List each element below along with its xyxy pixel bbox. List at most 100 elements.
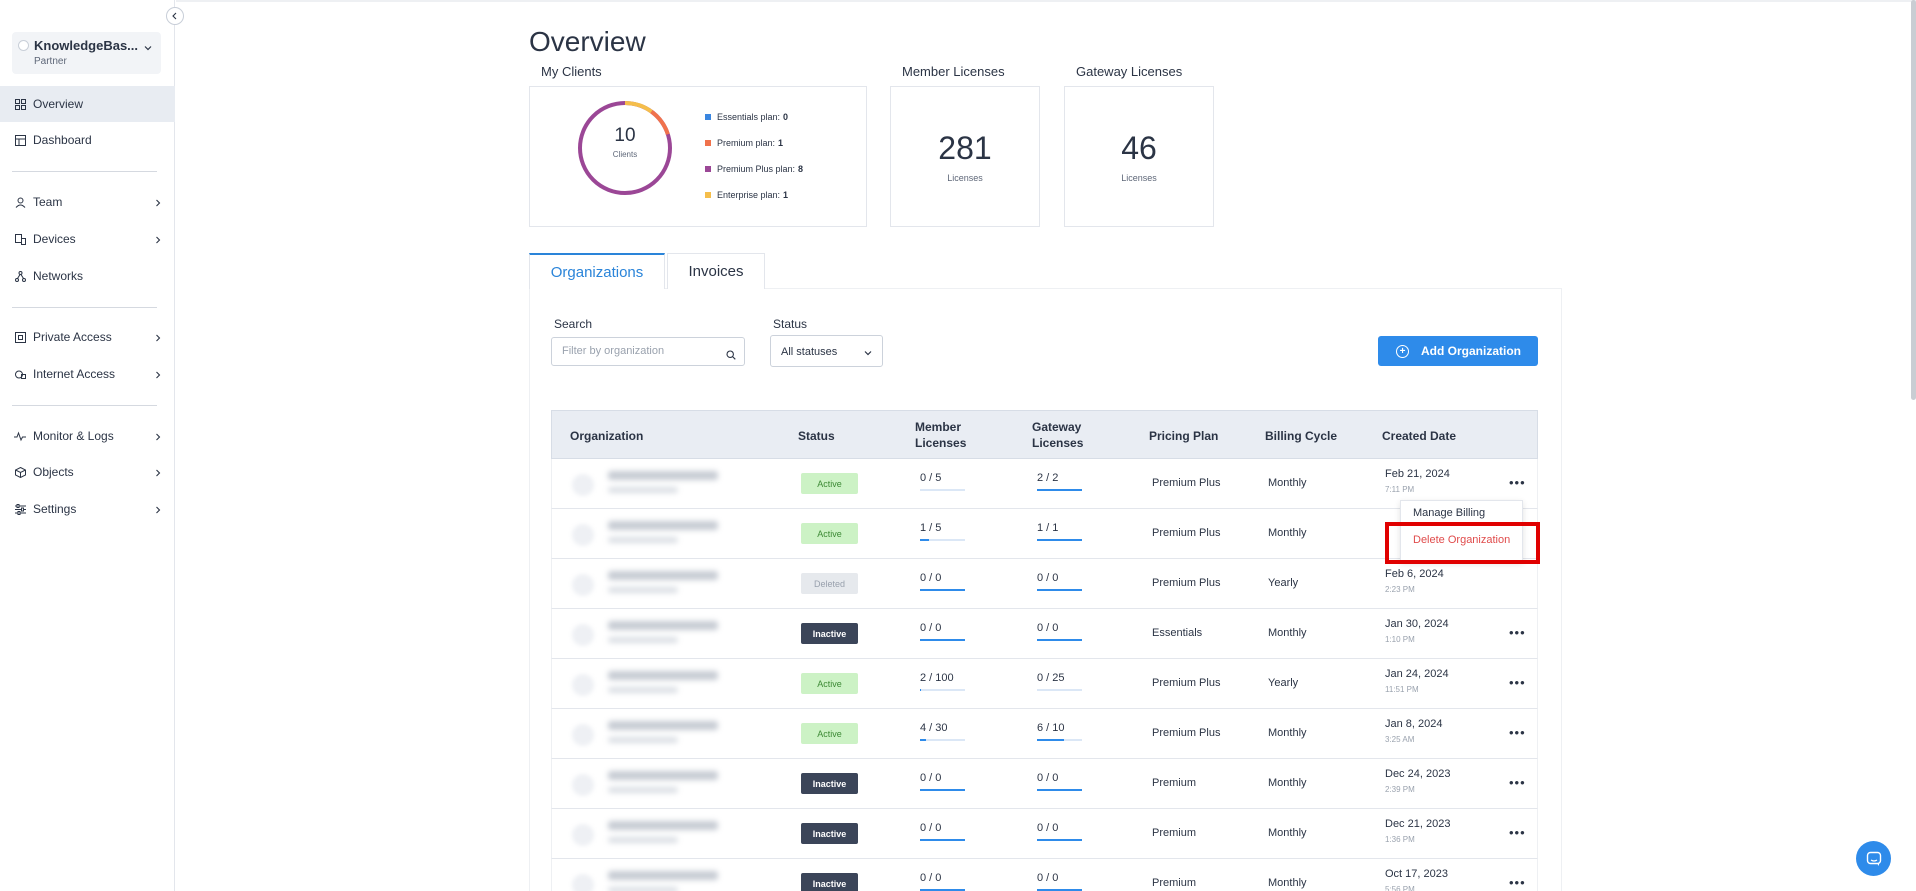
table-row[interactable]: Inactive 0 / 0 0 / 0 Premium Monthly Dec 24, … bbox=[551, 759, 1538, 809]
legend-premium-plus: Premium Plus plan: 8 bbox=[705, 164, 803, 174]
member-licenses-bar bbox=[920, 489, 965, 491]
sidebar-item-monitor-logs[interactable]: Monitor & Logs bbox=[0, 418, 175, 454]
legend-label: Premium plan: bbox=[717, 138, 776, 148]
tab-organizations[interactable]: Organizations bbox=[529, 253, 665, 289]
sidebar-item-settings[interactable]: Settings bbox=[0, 491, 175, 527]
org-name-redacted bbox=[608, 521, 718, 530]
gateway-licenses-bar bbox=[1037, 639, 1082, 641]
status-select-value: All statuses bbox=[781, 346, 838, 358]
workspace-role: Partner bbox=[34, 56, 67, 67]
sidebar: KnowledgeBas... Partner Overview Dashboa… bbox=[0, 0, 175, 891]
chevron-right-icon bbox=[155, 430, 161, 444]
header-organization[interactable]: Organization bbox=[570, 429, 644, 443]
table-row[interactable]: Active 1 / 5 1 / 1 Premium Plus Monthly bbox=[551, 509, 1538, 559]
member-licenses-bar bbox=[920, 889, 965, 891]
workspace-switcher[interactable]: KnowledgeBas... Partner bbox=[12, 32, 161, 74]
pricing-plan-cell: Premium Plus bbox=[1152, 477, 1221, 489]
header-member-licenses[interactable]: Member Licenses bbox=[915, 419, 966, 451]
gateway-licenses-bar bbox=[1037, 489, 1082, 491]
member-licenses-card: 281 Licenses bbox=[890, 86, 1040, 227]
member-licenses-unit: Licenses bbox=[947, 173, 983, 183]
member-licenses-cell: 1 / 5 bbox=[920, 522, 965, 541]
workspace-logo-icon bbox=[18, 40, 29, 51]
more-options-icon[interactable]: ••• bbox=[1509, 675, 1526, 690]
gateway-licenses-value: 1 / 1 bbox=[1037, 522, 1059, 534]
chevron-right-icon bbox=[155, 466, 161, 480]
pricing-plan-cell: Premium bbox=[1152, 877, 1197, 889]
chat-icon bbox=[1866, 851, 1881, 866]
table-row[interactable]: Active 4 / 30 6 / 10 Premium Plus Monthly Jan… bbox=[551, 709, 1538, 759]
table-row[interactable]: Inactive 0 / 0 0 / 0 Premium Monthly Dec 21, … bbox=[551, 809, 1538, 859]
sidebar-item-networks[interactable]: Networks bbox=[0, 258, 175, 294]
org-subtitle-redacted bbox=[608, 737, 678, 743]
org-name-redacted bbox=[608, 871, 718, 880]
created-date: Oct 17, 2023 bbox=[1385, 868, 1448, 880]
search-icon[interactable] bbox=[726, 347, 736, 365]
header-gateway-licenses-line1: Gateway bbox=[1032, 420, 1082, 434]
header-pricing-plan[interactable]: Pricing Plan bbox=[1149, 429, 1219, 443]
header-created-date[interactable]: Created Date bbox=[1382, 429, 1457, 443]
org-name-redacted bbox=[608, 471, 718, 480]
table-header: Organization Status Member Licenses Gate… bbox=[551, 410, 1538, 459]
table-row[interactable]: Inactive 0 / 0 0 / 0 Premium Monthly Oct 17, … bbox=[551, 859, 1538, 891]
gateway-licenses-bar bbox=[1037, 739, 1082, 741]
menu-item-manage-billing[interactable]: Manage Billing bbox=[1413, 507, 1486, 519]
chevron-right-icon bbox=[155, 233, 161, 247]
my-clients-card: 10 Clients Essentials plan: 0 Premium pla… bbox=[529, 86, 867, 227]
sidebar-item-devices[interactable]: Devices bbox=[0, 221, 175, 257]
legend-swatch bbox=[705, 192, 711, 198]
chevron-right-icon bbox=[155, 196, 161, 210]
header-gateway-licenses[interactable]: Gateway Licenses bbox=[1032, 419, 1083, 451]
sidebar-divider bbox=[12, 307, 157, 308]
more-options-icon[interactable]: ••• bbox=[1509, 625, 1526, 640]
table-row[interactable]: Deleted 0 / 0 0 / 0 Premium Plus Yearly Feb 6… bbox=[551, 559, 1538, 609]
header-billing-cycle[interactable]: Billing Cycle bbox=[1265, 429, 1338, 443]
menu-item-delete-organization[interactable]: Delete Organization bbox=[1413, 534, 1511, 546]
sidebar-item-private-access[interactable]: Private Access bbox=[0, 319, 175, 355]
gateway-licenses-bar bbox=[1037, 539, 1082, 541]
sidebar-item-label: Monitor & Logs bbox=[33, 429, 114, 443]
member-licenses-value: 0 / 0 bbox=[920, 622, 942, 634]
more-options-icon[interactable]: ••• bbox=[1509, 475, 1526, 490]
sidebar-item-label: Objects bbox=[33, 465, 74, 479]
legend-label: Essentials plan: bbox=[717, 112, 781, 122]
member-licenses-cell: 0 / 0 bbox=[920, 872, 965, 891]
more-options-icon[interactable]: ••• bbox=[1509, 875, 1526, 890]
highlight-box bbox=[1385, 522, 1540, 564]
sidebar-divider bbox=[12, 171, 157, 172]
more-options-icon[interactable]: ••• bbox=[1509, 825, 1526, 840]
sidebar-item-dashboard[interactable]: Dashboard bbox=[0, 122, 175, 158]
sidebar-item-overview[interactable]: Overview bbox=[0, 86, 175, 122]
member-licenses-bar bbox=[920, 839, 965, 841]
created-time: 1:10 PM bbox=[1385, 635, 1415, 644]
chevron-left-icon bbox=[172, 12, 177, 20]
table-row[interactable]: Inactive 0 / 0 0 / 0 Essentials Monthly Jan 3… bbox=[551, 609, 1538, 659]
created-date: Jan 24, 2024 bbox=[1385, 668, 1449, 680]
chat-button[interactable] bbox=[1856, 841, 1891, 876]
more-options-icon[interactable]: ••• bbox=[1509, 725, 1526, 740]
status-label: Status bbox=[773, 317, 808, 331]
pricing-plan-cell: Premium Plus bbox=[1152, 577, 1221, 589]
org-subtitle-redacted bbox=[608, 587, 678, 593]
sidebar-item-internet-access[interactable]: Internet Access bbox=[0, 356, 175, 392]
gateway-licenses-value: 6 / 10 bbox=[1037, 722, 1065, 734]
search-input[interactable] bbox=[562, 345, 722, 357]
collapse-sidebar-button[interactable] bbox=[166, 7, 184, 25]
status-badge: Active bbox=[801, 673, 858, 694]
add-organization-button[interactable]: + Add Organization bbox=[1378, 336, 1538, 366]
sidebar-item-team[interactable]: Team bbox=[0, 184, 175, 220]
status-select[interactable]: All statuses bbox=[770, 335, 883, 367]
more-options-icon[interactable]: ••• bbox=[1509, 775, 1526, 790]
legend-value: 8 bbox=[798, 164, 804, 174]
table-row[interactable]: Active 2 / 100 0 / 25 Premium Plus Yearly Jan… bbox=[551, 659, 1538, 709]
member-licenses-title: Member Licenses bbox=[890, 62, 1040, 84]
header-status[interactable]: Status bbox=[798, 429, 835, 443]
chevron-down-icon bbox=[144, 39, 152, 57]
sidebar-item-objects[interactable]: Objects bbox=[0, 454, 175, 490]
tab-invoices[interactable]: Invoices bbox=[667, 253, 765, 289]
gateway-licenses-cell: 0 / 0 bbox=[1037, 872, 1082, 891]
scrollbar[interactable] bbox=[1911, 0, 1916, 400]
table-row[interactable]: Active 0 / 5 2 / 2 Premium Plus Monthly Feb 2… bbox=[551, 459, 1538, 509]
member-licenses-bar bbox=[920, 789, 965, 791]
gateway-licenses-cell: 6 / 10 bbox=[1037, 722, 1082, 741]
